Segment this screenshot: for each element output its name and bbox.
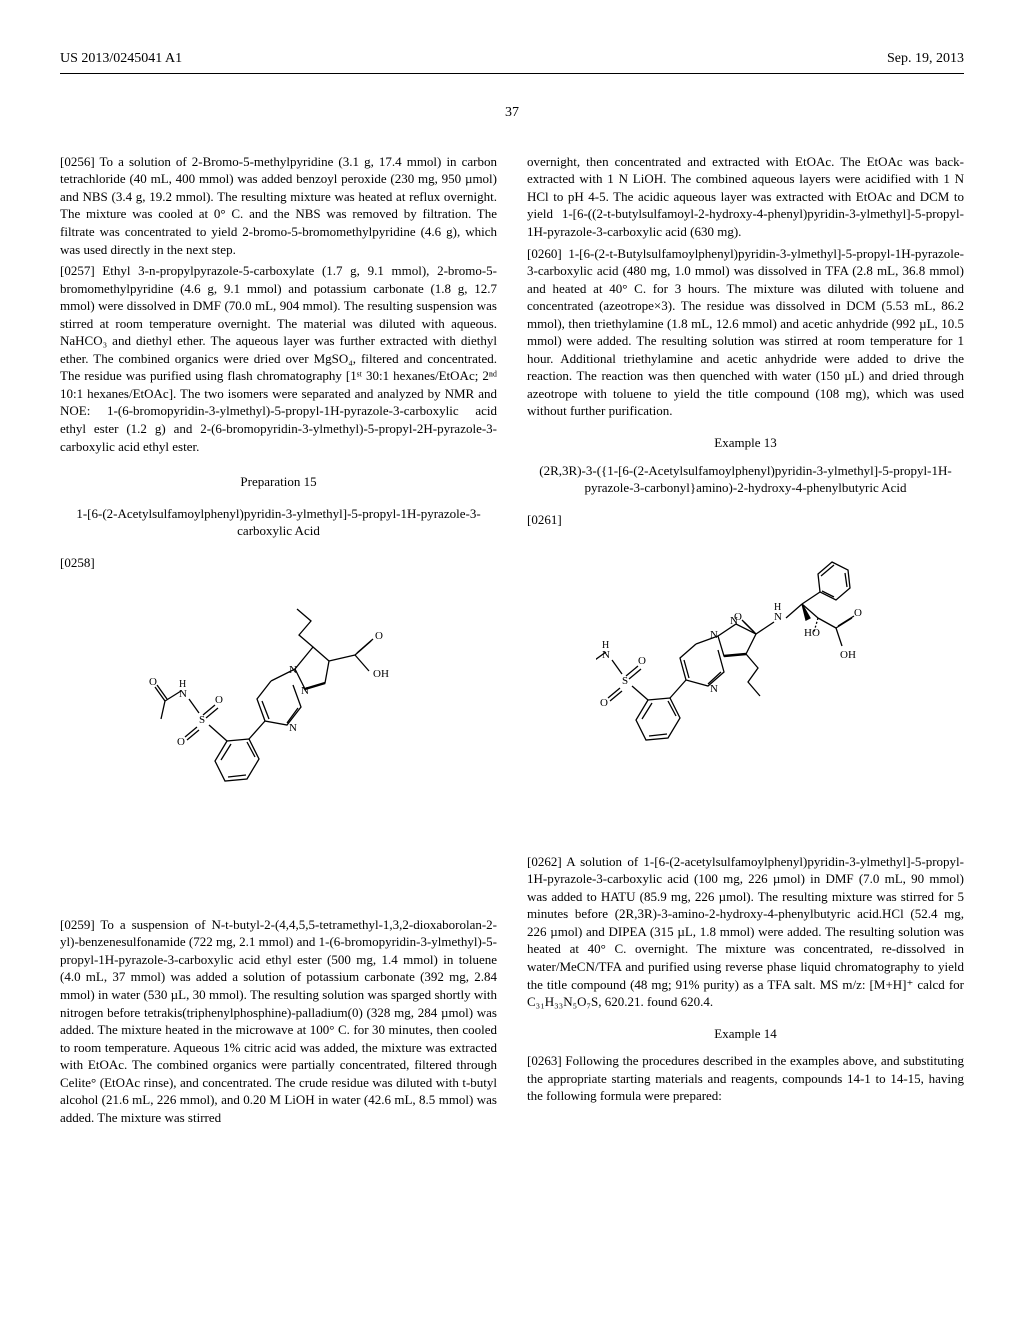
svg-text:O: O xyxy=(638,655,646,667)
svg-text:H: H xyxy=(602,640,609,651)
svg-text:O: O xyxy=(375,630,383,642)
para-0261: [0261] xyxy=(527,511,964,529)
svg-text:N: N xyxy=(710,629,718,641)
svg-text:HO: HO xyxy=(804,627,820,639)
example-13-name: (2R,3R)-3-({1-[6-(2-Acetylsulfamoylpheny… xyxy=(527,462,964,497)
page-number: 37 xyxy=(60,104,964,123)
svg-text:O: O xyxy=(177,736,185,748)
para-0263: [0263] Following the procedures describe… xyxy=(527,1052,964,1105)
publication-number: US 2013/0245041 A1 xyxy=(60,50,182,69)
para-0259-continued: overnight, then concentrated and extract… xyxy=(527,153,964,241)
svg-text:O: O xyxy=(215,694,223,706)
svg-text:N: N xyxy=(710,683,718,695)
svg-text:N: N xyxy=(730,615,738,627)
preparation-15-heading: Preparation 15 xyxy=(60,473,497,491)
svg-text:O: O xyxy=(600,697,608,709)
chemical-structure-1: N N OH O N xyxy=(60,591,497,896)
example-14-heading: Example 14 xyxy=(527,1025,964,1043)
para-0257: [0257] Ethyl 3-n-propylpyrazole-5-carbox… xyxy=(60,262,497,455)
svg-text:N: N xyxy=(301,685,309,697)
svg-text:O: O xyxy=(149,676,157,688)
para-0259: [0259] To a suspension of N-t-butyl-2-(4… xyxy=(60,916,497,1127)
svg-text:OH: OH xyxy=(373,668,389,680)
chemical-structure-2: N H O O OH HO N N xyxy=(527,548,964,833)
svg-text:N: N xyxy=(289,722,297,734)
para-0258: [0258] xyxy=(60,554,497,572)
svg-text:O: O xyxy=(854,607,862,619)
preparation-15-name: 1-[6-(2-Acetylsulfamoylphenyl)pyridin-3-… xyxy=(60,505,497,540)
para-0262: [0262] A solution of 1-[6-(2-acetylsulfa… xyxy=(527,853,964,1011)
header-rule xyxy=(60,73,964,74)
svg-text:H: H xyxy=(179,679,186,690)
svg-text:OH: OH xyxy=(840,649,856,661)
para-0256: [0256] To a solution of 2-Bromo-5-methyl… xyxy=(60,153,497,258)
publication-date: Sep. 19, 2013 xyxy=(887,50,964,69)
svg-text:H: H xyxy=(774,602,781,613)
example-13-heading: Example 13 xyxy=(527,434,964,452)
svg-text:S: S xyxy=(622,675,628,687)
para-0260: [0260] 1-[6-(2-t-Butylsulfamoylphenyl)py… xyxy=(527,245,964,420)
svg-text:S: S xyxy=(199,714,205,726)
